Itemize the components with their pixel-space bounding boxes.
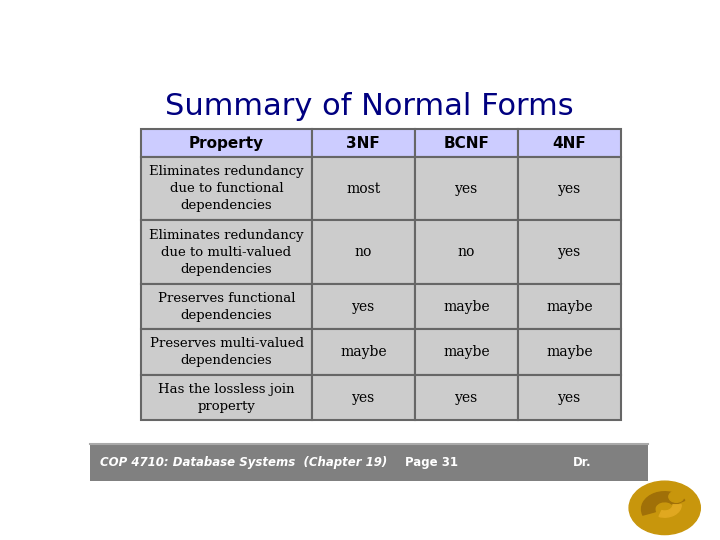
- Text: Preserves functional
dependencies: Preserves functional dependencies: [158, 292, 295, 322]
- Text: maybe: maybe: [340, 345, 387, 359]
- Bar: [141, 157, 312, 220]
- Bar: [415, 157, 518, 220]
- Text: Summary of Normal Forms: Summary of Normal Forms: [165, 92, 573, 121]
- Text: no: no: [354, 245, 372, 259]
- Text: Has the lossless join
property: Has the lossless join property: [158, 383, 294, 413]
- Bar: [415, 375, 518, 420]
- Bar: [518, 329, 621, 375]
- Bar: [312, 220, 415, 284]
- Bar: [141, 129, 312, 157]
- Text: maybe: maybe: [443, 300, 490, 314]
- Circle shape: [669, 491, 684, 502]
- Text: yes: yes: [351, 300, 375, 314]
- Text: maybe: maybe: [546, 300, 593, 314]
- Bar: [518, 129, 621, 157]
- Bar: [141, 220, 312, 284]
- Text: Preserves multi-valued
dependencies: Preserves multi-valued dependencies: [150, 337, 304, 367]
- Text: yes: yes: [558, 245, 581, 259]
- Text: yes: yes: [455, 390, 478, 404]
- Text: Property: Property: [189, 136, 264, 151]
- Text: maybe: maybe: [546, 345, 593, 359]
- Bar: [415, 220, 518, 284]
- Text: yes: yes: [455, 181, 478, 195]
- Text: most: most: [346, 181, 380, 195]
- Bar: [90, 444, 648, 481]
- Bar: [141, 284, 312, 329]
- Text: Eliminates redundancy
due to functional
dependencies: Eliminates redundancy due to functional …: [149, 165, 304, 212]
- Bar: [415, 329, 518, 375]
- Text: 4NF: 4NF: [553, 136, 587, 151]
- Bar: [141, 375, 312, 420]
- Text: 3NF: 3NF: [346, 136, 380, 151]
- Bar: [518, 375, 621, 420]
- Bar: [312, 129, 415, 157]
- Bar: [415, 129, 518, 157]
- Text: BCNF: BCNF: [444, 136, 490, 151]
- Text: yes: yes: [558, 390, 581, 404]
- Wedge shape: [642, 492, 685, 515]
- Bar: [312, 157, 415, 220]
- Text: Page 31: Page 31: [405, 456, 458, 469]
- Bar: [415, 284, 518, 329]
- Text: Eliminates redundancy
due to multi-valued
dependencies: Eliminates redundancy due to multi-value…: [149, 229, 304, 276]
- Text: yes: yes: [558, 181, 581, 195]
- Bar: [312, 284, 415, 329]
- Bar: [312, 375, 415, 420]
- Bar: [141, 329, 312, 375]
- Text: no: no: [458, 245, 475, 259]
- Text: Dr.: Dr.: [572, 456, 591, 469]
- Bar: [518, 157, 621, 220]
- Wedge shape: [659, 505, 681, 517]
- Bar: [518, 284, 621, 329]
- Bar: [518, 220, 621, 284]
- Text: yes: yes: [351, 390, 375, 404]
- Text: maybe: maybe: [443, 345, 490, 359]
- Circle shape: [629, 481, 701, 535]
- Bar: [312, 329, 415, 375]
- Text: COP 4710: Database Systems  (Chapter 19): COP 4710: Database Systems (Chapter 19): [100, 456, 387, 469]
